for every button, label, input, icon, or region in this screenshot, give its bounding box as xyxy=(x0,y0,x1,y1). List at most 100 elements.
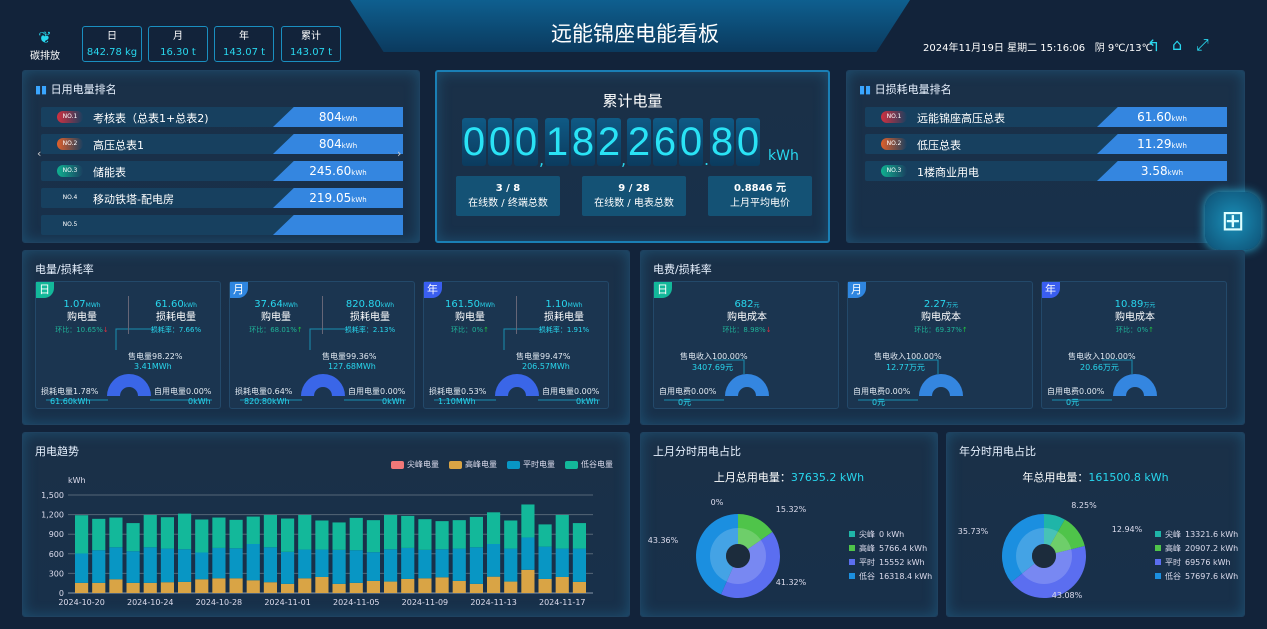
legend-swatch xyxy=(849,545,855,551)
self-value: 0kWh xyxy=(382,397,405,406)
bar-segment xyxy=(555,576,569,593)
rank-item[interactable]: NO.3 1楼商业用电 3.58kWh xyxy=(865,161,1227,181)
trend-up-icon: ↑ xyxy=(296,326,303,334)
rank-item[interactable]: NO.3 储能表 245.60kWh xyxy=(41,161,403,181)
self-cost-value: 0元 xyxy=(872,398,886,407)
back-icon[interactable]: ↰ xyxy=(1147,36,1161,55)
pie-percent-label: 35.73% xyxy=(958,527,989,536)
carbon-item: 累计 143.07 t xyxy=(281,26,341,62)
x-tick-label: 2024-10-24 xyxy=(127,598,174,607)
panel-title: 电费/损耗率 xyxy=(653,263,712,276)
unit: MWh xyxy=(480,302,495,309)
rank-name: 移动铁塔-配电房 xyxy=(93,193,174,206)
y-axis-label: kWh xyxy=(68,476,86,485)
y-tick-label: 600 xyxy=(49,550,64,559)
bar-segment xyxy=(435,521,449,550)
rank-value: 219.05kWh xyxy=(273,188,403,208)
panel-title: ▮▮ 日损耗电量排名 xyxy=(859,81,952,97)
carbon-period: 年 xyxy=(239,31,249,42)
sold-label: 售电量99.36% xyxy=(322,352,377,361)
rank-item[interactable]: NO.1 考核表（总表1+总表2) 804kWh xyxy=(41,107,403,127)
apps-grid-button[interactable]: ⊞ xyxy=(1205,192,1261,250)
carbon-block: ❦ 碳排放 xyxy=(30,28,60,62)
x-tick-label: 2024-11-13 xyxy=(470,598,517,607)
legend-item[interactable]: 高峰电量 xyxy=(449,459,497,470)
carbon-label: 碳排放 xyxy=(30,51,60,62)
rank-badge: NO.4 xyxy=(62,194,78,201)
odometer-digit: 0 xyxy=(514,118,538,166)
unit: MWh xyxy=(282,302,298,309)
bar-segment xyxy=(263,547,277,583)
bar-segment xyxy=(349,517,363,551)
odometer-digit: 8 xyxy=(710,118,734,166)
rank-item[interactable]: NO.5 xyxy=(41,215,403,235)
bar-segment xyxy=(160,548,174,583)
bar-segment xyxy=(246,580,260,593)
rank-badge: NO.1 xyxy=(57,111,83,123)
bar-segment xyxy=(195,552,209,580)
legend-label: 尖峰电量 xyxy=(407,460,439,469)
pie-percent-label: 43.36% xyxy=(648,536,679,545)
cost-card: 月 2.27万元 购电成本 环比：69.37%↑ 售电收入100.00% 12.77万… xyxy=(847,281,1033,409)
unit: kWh xyxy=(183,302,197,309)
carousel-prev-icon[interactable]: ‹ xyxy=(37,147,42,160)
y-tick-label: 0 xyxy=(59,589,64,598)
rank-value: 61.60kWh xyxy=(1097,107,1227,127)
carbon-period: 累计 xyxy=(301,31,321,42)
cost-label: 购电成本 xyxy=(727,312,767,323)
chart-legend: 尖峰电量 高峰电量 平时电量 低谷电量 xyxy=(391,459,613,470)
loss-rank-panel: ▮▮ 日损耗电量排名 NO.1 远能锦座高压总表 61.60kWh NO.2 低压总表 1… xyxy=(846,70,1245,243)
odometer-digit: 2 xyxy=(627,118,651,166)
rank-name: 低压总表 xyxy=(917,139,961,152)
period-tag: 月 xyxy=(230,282,248,298)
rank-badge: NO.2 xyxy=(57,138,83,150)
legend-item[interactable]: 平时电量 xyxy=(507,459,555,470)
bar-segment xyxy=(384,581,398,593)
self-cost-label: 自用电费0.00% xyxy=(853,387,911,396)
bar-segment xyxy=(263,582,277,593)
cost-value: 682 xyxy=(734,299,754,310)
legend-swatch xyxy=(1155,573,1161,579)
rank-item[interactable]: NO.1 远能锦座高压总表 61.60kWh xyxy=(865,107,1227,127)
total-label: 上月总用电量： xyxy=(713,471,791,484)
rank-item[interactable]: NO.2 高压总表1 804kWh xyxy=(41,134,403,154)
home-icon[interactable]: ⌂ xyxy=(1172,35,1183,54)
x-tick-label: 2024-10-20 xyxy=(58,598,105,607)
fullscreen-icon[interactable]: ⤢ xyxy=(1196,35,1209,54)
bar-segment xyxy=(246,516,260,544)
bar-segment xyxy=(366,520,380,553)
legend-item[interactable]: 尖峰电量 xyxy=(391,459,439,470)
bar-segment xyxy=(366,552,380,581)
bar-segment xyxy=(92,550,106,583)
odometer-digit: 0 xyxy=(736,118,760,166)
ratio: 环比：8.98% xyxy=(722,326,766,334)
stat-box: 9 / 28 在线数 / 电表总数 xyxy=(582,176,686,216)
cost-value: 2.27 xyxy=(923,299,947,310)
rank-item[interactable]: NO.4 移动铁塔-配电房 219.05kWh xyxy=(41,188,403,208)
legend-item[interactable]: 低谷电量 xyxy=(565,459,613,470)
title-text: 日损耗电量排名 xyxy=(874,83,952,96)
total-unit: kWh xyxy=(768,148,799,164)
y-tick-label: 300 xyxy=(49,569,64,578)
legend-value: 57697.6 kWh xyxy=(1185,572,1238,581)
bar-segment xyxy=(109,517,123,548)
panel-title: 年分时用电占比 xyxy=(959,445,1036,458)
gauge xyxy=(1052,359,1157,401)
bar-segment xyxy=(384,549,398,582)
legend-swatch xyxy=(1155,559,1161,565)
odometer-digit: 0 xyxy=(679,118,703,166)
odometer-digit: 2 xyxy=(597,118,621,166)
rank-item[interactable]: NO.2 低压总表 11.29kWh xyxy=(865,134,1227,154)
year-pie-chart: 8.25% 12.94% 43.08% 35.73% 尖峰 13321.6 kWh 高峰 20… xyxy=(958,501,1239,600)
sold-label: 售电量98.22% xyxy=(128,352,183,361)
gauge xyxy=(664,359,769,401)
bar-segment xyxy=(332,522,346,550)
bar-segment xyxy=(178,513,192,550)
self-cost-label: 自用电费0.00% xyxy=(1047,387,1105,396)
bar-segment xyxy=(521,504,535,538)
panel-title: 上月分时用电占比 xyxy=(653,445,741,458)
rank-name: 远能锦座高压总表 xyxy=(917,112,1005,125)
ratio: 环比：68.01% xyxy=(249,326,297,334)
carousel-next-icon[interactable]: › xyxy=(397,147,402,160)
pie-percent-label: 15.32% xyxy=(776,505,807,514)
